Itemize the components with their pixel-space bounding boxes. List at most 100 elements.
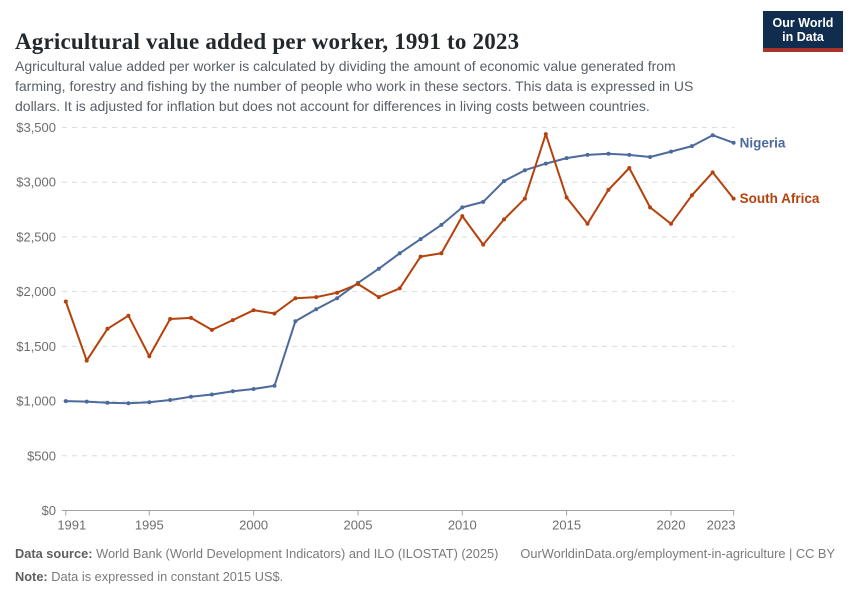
series-label-nigeria: Nigeria — [740, 135, 786, 150]
data-point-south-africa[interactable] — [230, 318, 235, 323]
x-tick-label: 2015 — [552, 518, 581, 533]
data-point-south-africa[interactable] — [669, 221, 673, 226]
data-point-south-africa[interactable] — [543, 132, 548, 137]
x-tick-label: 2020 — [657, 518, 686, 533]
data-point-south-africa[interactable] — [63, 299, 68, 304]
data-point-south-africa[interactable] — [209, 327, 214, 332]
data-point-nigeria[interactable] — [669, 149, 673, 154]
data-point-nigeria[interactable] — [627, 152, 632, 157]
data-point-south-africa[interactable] — [502, 217, 506, 222]
data-point-nigeria[interactable] — [522, 168, 527, 173]
data-point-nigeria[interactable] — [648, 155, 653, 159]
owid-logo[interactable]: Our World in Data — [763, 11, 843, 52]
footer-source: Data source: World Bank (World Developme… — [15, 544, 498, 563]
chart-subtitle-line: dollars. It is adjusted for inflation bu… — [15, 98, 650, 114]
data-point-nigeria[interactable] — [209, 392, 214, 397]
data-point-nigeria[interactable] — [168, 398, 173, 402]
data-point-south-africa[interactable] — [272, 311, 277, 316]
data-point-nigeria[interactable] — [710, 133, 715, 138]
data-point-south-africa[interactable] — [460, 214, 465, 219]
data-point-south-africa[interactable] — [481, 242, 486, 247]
chart-footer: Data source: World Bank (World Developme… — [15, 544, 835, 586]
data-point-south-africa[interactable] — [606, 187, 611, 192]
x-tick-label: 2023 — [707, 518, 736, 533]
x-tick-label: 2005 — [344, 518, 373, 533]
data-point-south-africa[interactable] — [251, 308, 256, 313]
owid-logo-line: in Data — [782, 30, 824, 44]
data-point-south-africa[interactable] — [168, 317, 173, 321]
footer-link[interactable]: OurWorldinData.org/employment-in-agricul… — [520, 546, 835, 561]
data-point-south-africa[interactable] — [731, 196, 736, 201]
data-point-nigeria[interactable] — [335, 296, 340, 301]
y-tick-label: $2,500 — [16, 229, 56, 244]
data-point-south-africa[interactable] — [689, 193, 694, 198]
data-point-nigeria[interactable] — [397, 251, 402, 256]
footer-note-text: Data is expressed in constant 2015 US$. — [51, 569, 284, 584]
x-tick-label: 2010 — [448, 518, 477, 533]
data-point-nigeria[interactable] — [376, 266, 381, 271]
data-point-nigeria[interactable] — [230, 389, 235, 394]
y-tick-label: $1,000 — [16, 394, 56, 409]
data-point-nigeria[interactable] — [251, 387, 256, 391]
x-tick-label: 1995 — [135, 518, 164, 533]
data-point-nigeria[interactable] — [189, 394, 193, 399]
chart-subtitle: Agricultural value added per worker is c… — [15, 56, 693, 116]
data-point-nigeria[interactable] — [502, 179, 506, 184]
chart-subtitle-line: Agricultural value added per worker is c… — [15, 58, 676, 74]
data-point-nigeria[interactable] — [731, 140, 736, 145]
y-tick-label: $2,000 — [16, 284, 56, 299]
y-tick-label: $3,500 — [16, 120, 56, 135]
data-point-south-africa[interactable] — [335, 290, 340, 295]
data-point-south-africa[interactable] — [439, 251, 444, 256]
data-point-nigeria[interactable] — [293, 319, 298, 324]
data-point-south-africa[interactable] — [126, 313, 131, 318]
data-point-south-africa[interactable] — [376, 295, 381, 300]
chart-subtitle-line: farming, forestry and fishing by the num… — [15, 78, 694, 94]
data-point-south-africa[interactable] — [627, 166, 632, 170]
chart-title: Agricultural value added per worker, 199… — [15, 29, 520, 55]
x-tick-label: 1991 — [57, 518, 86, 533]
footer-source-row: Data source: World Bank (World Developme… — [15, 544, 835, 563]
data-point-south-africa[interactable] — [397, 286, 402, 291]
data-point-south-africa[interactable] — [522, 196, 527, 201]
y-tick-label: $3,000 — [16, 175, 56, 190]
data-point-nigeria[interactable] — [460, 205, 465, 210]
data-point-nigeria[interactable] — [481, 199, 486, 204]
x-tick-label: 2000 — [239, 518, 268, 533]
data-point-nigeria[interactable] — [606, 151, 611, 156]
data-point-south-africa[interactable] — [710, 170, 715, 175]
data-point-south-africa[interactable] — [293, 296, 298, 301]
data-point-south-africa[interactable] — [189, 315, 193, 320]
data-point-nigeria[interactable] — [543, 161, 548, 166]
data-point-nigeria[interactable] — [63, 399, 68, 404]
data-point-nigeria[interactable] — [564, 156, 569, 161]
data-point-nigeria[interactable] — [272, 383, 277, 388]
data-point-south-africa[interactable] — [418, 254, 423, 259]
data-point-nigeria[interactable] — [126, 401, 131, 406]
owid-logo-line: Our World — [772, 16, 834, 30]
data-point-south-africa[interactable] — [585, 221, 590, 226]
data-point-nigeria[interactable] — [147, 400, 152, 405]
footer-source-text: World Bank (World Development Indicators… — [96, 546, 499, 561]
data-point-south-africa[interactable] — [84, 358, 89, 363]
data-point-south-africa[interactable] — [356, 282, 360, 286]
series-line-south-africa[interactable] — [64, 133, 735, 362]
series-label-south-africa: South Africa — [740, 191, 820, 206]
footer-source-label: Data source: — [15, 546, 93, 561]
data-point-nigeria[interactable] — [439, 222, 444, 227]
data-point-south-africa[interactable] — [105, 326, 110, 331]
y-tick-label: $500 — [27, 448, 56, 463]
data-point-nigeria[interactable] — [84, 399, 89, 404]
data-point-nigeria[interactable] — [105, 400, 110, 405]
data-point-south-africa[interactable] — [147, 354, 152, 359]
data-point-south-africa[interactable] — [564, 195, 569, 200]
data-point-nigeria[interactable] — [585, 152, 590, 157]
data-point-nigeria[interactable] — [314, 307, 319, 312]
data-point-south-africa[interactable] — [314, 295, 319, 300]
data-point-nigeria[interactable] — [689, 144, 694, 149]
data-point-nigeria[interactable] — [418, 237, 423, 242]
data-point-south-africa[interactable] — [648, 205, 653, 210]
y-tick-label: $1,500 — [16, 339, 56, 354]
